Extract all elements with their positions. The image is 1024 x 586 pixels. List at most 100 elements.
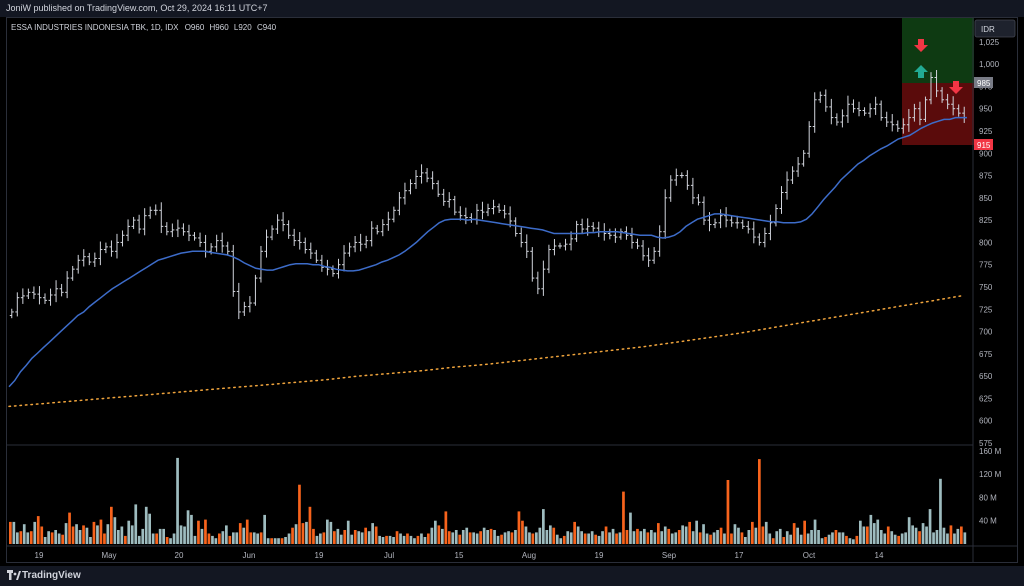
volume-bar <box>510 532 514 544</box>
sell-arrow-icon-2[interactable] <box>949 81 963 94</box>
volume-bar <box>388 535 392 544</box>
volume-bar <box>747 530 751 544</box>
buy-arrow-icon[interactable] <box>914 65 928 78</box>
ohlc-bar <box>452 195 457 216</box>
ohlc-bar <box>607 228 612 240</box>
ohlc-bar <box>502 204 507 219</box>
currency-badge[interactable]: IDR <box>974 19 1016 38</box>
ohlc-bar <box>790 166 795 185</box>
volume-bar <box>521 520 524 544</box>
ohlc-bar <box>762 227 767 248</box>
volume-bar <box>232 532 235 544</box>
ohlc-bar <box>270 225 275 241</box>
price-tick-label: 850 <box>979 194 993 203</box>
time-axis[interactable]: 19 May 20 Jun 19 Jul 15 Aug 19 Sep 17 Oct 14 <box>35 551 884 560</box>
ohlc-bar <box>674 168 679 186</box>
ohlc-bar <box>851 99 856 113</box>
tradingview-brand[interactable]: TradingView <box>22 570 81 581</box>
volume-bar <box>535 532 538 544</box>
ohlc-bar <box>829 98 834 125</box>
ohlc-bar <box>724 207 729 228</box>
volume-bar <box>705 533 709 544</box>
volume-bar <box>305 521 308 544</box>
volume-bar <box>775 531 779 544</box>
volume-bar <box>764 521 768 544</box>
ohlc-bar <box>663 189 668 239</box>
volume-bar <box>430 527 434 544</box>
ohlc-bar <box>54 280 59 303</box>
volume-bar <box>392 537 395 544</box>
price-tick-label: 950 <box>979 105 993 114</box>
volume-bar <box>238 523 242 544</box>
volume-axis[interactable]: 160 M 120 M 80 M 40 M <box>979 447 1002 526</box>
time-tick-label: 19 <box>35 551 44 560</box>
ohlc-bar <box>198 232 203 247</box>
ohlc-bar <box>486 203 490 217</box>
ohlc-bar <box>436 180 441 197</box>
volume-bar <box>900 533 904 544</box>
chart-frame[interactable]: 1,0251,000975950925900875850825800775750… <box>6 17 1018 563</box>
sell-arrow-icon[interactable] <box>914 39 928 52</box>
ohlc-bar <box>524 234 529 259</box>
volume-bar <box>719 527 723 544</box>
volume-bar <box>632 531 636 544</box>
chart-svg[interactable]: 1,0251,000975950925900875850825800775750… <box>7 18 1017 562</box>
price-axis[interactable]: 1,0251,000975950925900875850825800775750… <box>979 38 1000 448</box>
volume-bar <box>71 526 75 544</box>
price-label-lower: 915 <box>974 139 993 150</box>
ohlc-bar <box>76 254 81 274</box>
volume-bar <box>141 528 145 544</box>
ohlc-bar <box>618 228 623 240</box>
volume-bar <box>319 533 322 544</box>
volume-bar <box>611 528 615 544</box>
ohlc-bar <box>342 245 347 272</box>
volume-bar <box>193 535 197 544</box>
ohlc-bar <box>801 150 806 167</box>
volume-bar <box>120 526 124 544</box>
tradingview-logo-icon[interactable] <box>7 570 21 582</box>
ohlc-bar <box>369 221 374 247</box>
ohlc-bar <box>751 221 756 244</box>
price-tick-label: 650 <box>979 372 993 381</box>
volume-bar <box>869 514 873 544</box>
ohlc-bar <box>114 233 119 259</box>
volume-bar <box>674 532 678 544</box>
volume-bar <box>197 520 200 544</box>
ohlc-bar <box>596 221 601 238</box>
volume-bar <box>893 534 897 544</box>
volume-bar <box>569 532 573 544</box>
volume-bar <box>928 509 932 544</box>
volume-bar <box>479 531 482 544</box>
ohlc-bar <box>20 288 25 304</box>
volume-bar <box>667 528 671 544</box>
ohlc-bar <box>308 242 313 259</box>
time-tick-label: 19 <box>595 551 604 560</box>
ohlc-bar <box>557 242 562 249</box>
ohlc-bar <box>923 96 928 123</box>
volume-bar <box>740 532 744 544</box>
volume-bar <box>657 523 660 544</box>
ohlc-bar <box>690 177 695 205</box>
volume-bar <box>726 480 730 544</box>
volume-bar <box>744 537 747 544</box>
volume-bar <box>301 523 305 544</box>
volume-bar <box>165 537 169 544</box>
volume-bar <box>50 532 54 544</box>
symbol-legend[interactable]: ESSA INDUSTRIES INDONESIA TBK, 1D, IDX O… <box>11 23 277 32</box>
time-tick-label: Oct <box>803 551 816 560</box>
ohlc-bar <box>148 206 153 219</box>
ohlc-bar <box>42 293 47 304</box>
volume-bar <box>458 534 462 544</box>
volume-bar <box>211 535 214 544</box>
volume-bar <box>841 532 845 544</box>
volume-bar <box>911 525 914 544</box>
volume-bar <box>204 519 207 544</box>
volume-bar <box>496 535 500 544</box>
volume-bar <box>416 535 420 544</box>
volume-bar <box>785 531 789 544</box>
time-tick-label: Jun <box>243 551 256 560</box>
volume-bar <box>441 528 444 544</box>
price-label-upper-text: 985 <box>977 79 991 88</box>
ohlc-bar <box>15 292 20 317</box>
volume-bar <box>723 533 726 544</box>
